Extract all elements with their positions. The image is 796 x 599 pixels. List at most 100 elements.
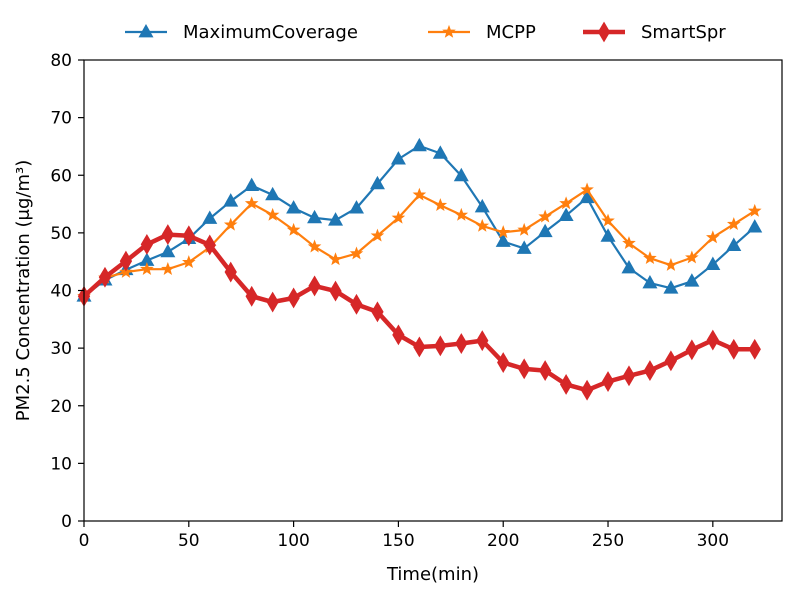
data-point	[474, 198, 490, 213]
data-point	[495, 233, 511, 247]
x-tick-label: 300	[697, 531, 729, 551]
y-tick-label: 10	[50, 454, 72, 474]
data-point	[538, 360, 552, 382]
data-point	[161, 224, 175, 246]
data-point	[475, 218, 490, 232]
y-axis-label: PM2.5 Concentration (μg/m³)	[13, 160, 34, 422]
data-point	[140, 262, 154, 275]
data-point	[286, 222, 301, 236]
plot-frame	[83, 59, 783, 522]
data-point	[622, 236, 636, 250]
data-point	[329, 280, 342, 302]
data-point	[664, 350, 678, 372]
data-point	[727, 338, 740, 360]
data-point	[287, 287, 300, 309]
data-point	[369, 175, 385, 190]
data-point	[432, 145, 448, 159]
data-point	[747, 203, 762, 217]
data-point	[559, 373, 573, 395]
legend-entry: MCPP	[428, 22, 536, 43]
data-point	[455, 333, 468, 354]
data-point	[558, 207, 574, 221]
data-point	[350, 293, 363, 315]
data-point	[328, 252, 343, 266]
data-point	[411, 137, 427, 152]
data-point	[726, 217, 741, 231]
data-point	[559, 196, 573, 210]
data-point	[684, 273, 700, 287]
data-point	[621, 260, 637, 274]
y-tick-label: 0	[61, 512, 72, 532]
data-point	[308, 275, 321, 297]
data-point	[497, 352, 510, 373]
data-point	[685, 250, 699, 264]
data-point	[643, 251, 657, 265]
data-point	[160, 243, 176, 258]
data-point	[413, 336, 426, 358]
data-point	[370, 228, 385, 242]
data-point	[161, 262, 175, 275]
data-point	[706, 230, 720, 244]
series-MCPP	[77, 182, 762, 303]
data-point	[517, 222, 531, 236]
data-point	[601, 213, 615, 227]
data-point	[224, 261, 237, 283]
series-SmartSpr	[77, 224, 761, 401]
data-point	[307, 209, 323, 224]
series-layer	[76, 137, 763, 401]
data-point	[453, 167, 469, 182]
data-point	[705, 256, 721, 270]
data-point	[182, 225, 195, 247]
data-point	[601, 371, 615, 392]
data-point	[643, 360, 657, 382]
data-point	[516, 240, 532, 254]
legend-swatch-marker	[442, 24, 456, 38]
x-axis: 0 50 100 150 200 250 300	[79, 521, 729, 551]
series-line	[83, 144, 756, 298]
data-point	[328, 212, 344, 226]
data-point	[726, 237, 742, 251]
data-point	[392, 324, 405, 346]
data-point	[371, 301, 384, 323]
data-point	[454, 207, 469, 221]
data-point	[223, 217, 238, 231]
data-point	[580, 379, 594, 401]
legend-label: MCPP	[486, 22, 536, 43]
data-point	[391, 210, 406, 224]
x-tick-label: 150	[382, 531, 414, 551]
series-MaximumCoverage	[76, 137, 763, 302]
data-point	[348, 200, 364, 214]
data-point	[182, 255, 196, 269]
legend-swatch-marker	[138, 23, 154, 38]
data-point	[537, 223, 553, 238]
data-point	[202, 210, 218, 224]
data-point	[98, 266, 112, 288]
data-point	[685, 339, 699, 361]
data-point	[579, 189, 595, 204]
data-point	[496, 225, 511, 239]
legend-label: SmartSpr	[641, 22, 726, 43]
data-point	[434, 335, 447, 357]
data-point	[600, 228, 616, 242]
data-point	[622, 365, 636, 387]
legend: MaximumCoverage MCPP SmartSpr	[125, 21, 726, 43]
y-tick-label: 70	[50, 109, 72, 129]
data-point	[433, 198, 448, 211]
data-point	[580, 182, 594, 196]
data-point	[265, 186, 281, 201]
data-point	[518, 358, 531, 380]
data-point	[664, 258, 678, 271]
y-axis: 0 10 20 30 40 50 60 70 80	[50, 51, 84, 532]
data-point	[476, 330, 489, 352]
legend-entry: SmartSpr	[583, 21, 726, 43]
y-tick-label: 80	[50, 51, 72, 71]
data-point	[706, 329, 719, 351]
data-point	[265, 207, 280, 221]
x-tick-label: 50	[178, 531, 200, 551]
data-point	[538, 209, 552, 223]
data-point	[140, 233, 154, 255]
data-point	[266, 291, 279, 313]
y-tick-label: 50	[50, 224, 72, 244]
x-axis-label: Time(min)	[386, 564, 479, 585]
